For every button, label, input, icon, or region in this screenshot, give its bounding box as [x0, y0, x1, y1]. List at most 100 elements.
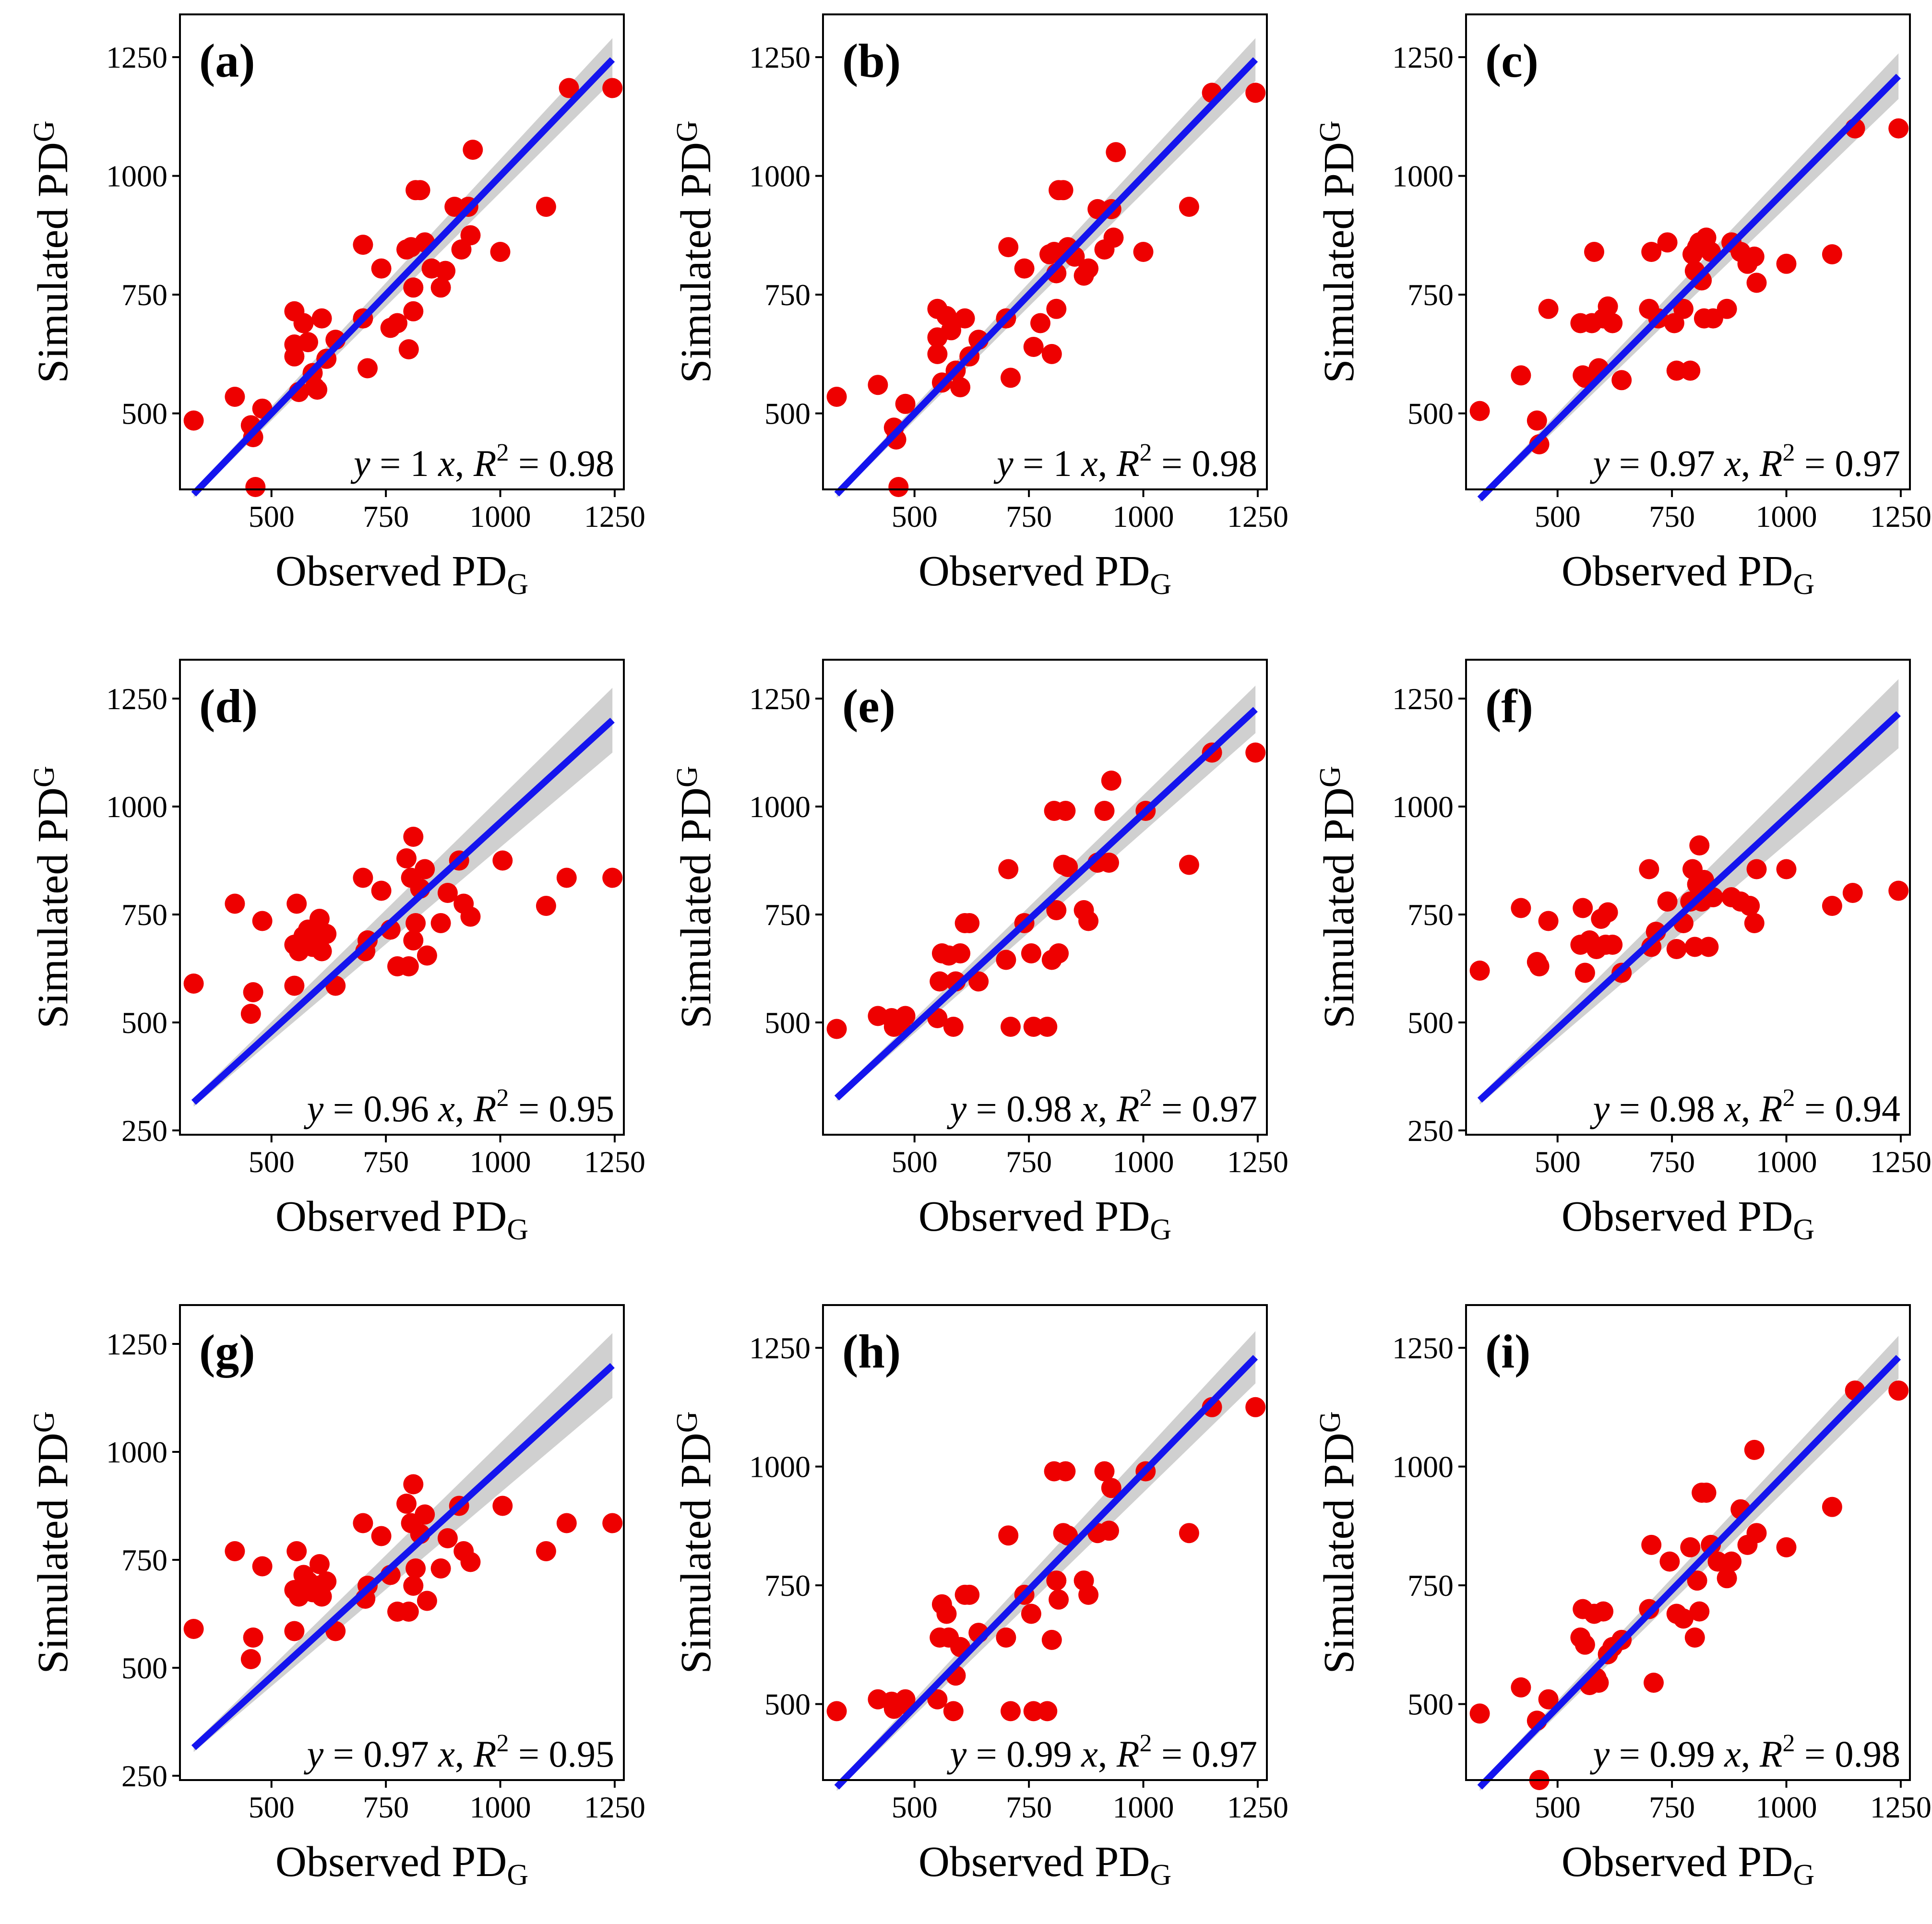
panel-b-data-point-27 — [1046, 298, 1067, 319]
panel-e-data-point-21 — [1021, 943, 1041, 963]
panel-d-data-point-34 — [437, 883, 458, 903]
panel-e-y-tick-label-750: 750 — [764, 898, 811, 932]
panel-h-data-point-30 — [1055, 1461, 1076, 1482]
panel-h-data-point-41 — [1245, 1397, 1266, 1417]
panel-e-x-tick-label-500: 500 — [892, 1145, 938, 1179]
panel-b-data-point-34 — [1078, 258, 1099, 279]
panel-a: 500 750 1000 1250 500 750 1000 1250 Observed PDG… — [28, 13, 645, 601]
panel-f-data-point-20 — [1666, 939, 1687, 959]
panel-f-x-tick-label-1000: 1000 — [1756, 1145, 1817, 1179]
panel-b-fit-line — [834, 57, 1258, 497]
panel-i-data-point-40 — [1888, 1380, 1909, 1401]
panel-f-data-point-26 — [1689, 835, 1710, 855]
panel-d-confidence-band — [193, 688, 613, 1107]
panel-a-data-point-12 — [298, 332, 318, 353]
panel-d-data-point-41 — [602, 867, 623, 888]
panel-i-data-point-20 — [1659, 1551, 1680, 1572]
panel-d-y-axis-title: Simulated PDG — [28, 766, 77, 1028]
panel-a-x-tick-label-500: 500 — [249, 499, 295, 534]
panel-g-x-tick-label-500: 500 — [249, 1790, 295, 1824]
panel-a-data-point-42 — [536, 197, 556, 217]
panel-h: 500 750 1000 1250 500 750 1000 1250 Observed PDG… — [671, 1304, 1288, 1891]
panel-h-data-point-18 — [996, 1627, 1016, 1648]
panel-h-equation-annotation: y = 0.99 x, R2 = 0.97 — [947, 1730, 1257, 1775]
panel-a-data-point-41 — [490, 242, 511, 262]
panel-g-data-point-16 — [316, 1571, 337, 1591]
panel-g-data-point-3 — [240, 1649, 261, 1669]
panel-b: 500 750 1000 1250 500 750 1000 1250 Observed PDG… — [671, 13, 1288, 601]
panel-h-data-point-36 — [1099, 1520, 1119, 1541]
panel-e-y-tick-label-500: 500 — [764, 1006, 811, 1040]
panel-f-x-tick-label-1250: 1250 — [1870, 1145, 1932, 1179]
panel-a-data-point-22 — [371, 258, 392, 279]
panel-d-y-tick-label-1250: 1250 — [106, 682, 167, 716]
panel-h-data-point-6 — [895, 1689, 916, 1710]
panel-e-data-point-6 — [895, 1006, 916, 1026]
panel-h-data-point-39 — [1179, 1523, 1199, 1544]
panel-e-y-tick-label-1250: 1250 — [749, 682, 811, 716]
panel-e-x-tick-label-1000: 1000 — [1113, 1145, 1174, 1179]
panel-e-data-point-38 — [1179, 855, 1199, 875]
panel-g-x-tick-label-750: 750 — [363, 1790, 409, 1824]
panel-c-data-point-20 — [1664, 313, 1684, 333]
panel-g-y-tick-label-1250: 1250 — [106, 1327, 167, 1361]
panel-h-data-point-40 — [1202, 1397, 1222, 1417]
panel-i-y-tick-label-1250: 1250 — [1392, 1331, 1454, 1365]
panel-c-data-point-15 — [1611, 370, 1632, 391]
panel-h-panel-label: (h) — [842, 1325, 901, 1378]
panel-e-data-point-30 — [1058, 857, 1078, 877]
panel-d-data-point-21 — [371, 880, 392, 901]
panel-b-panel-label: (b) — [842, 34, 901, 87]
panel-e-data-point-8 — [930, 971, 950, 992]
panel-a-data-point-28 — [403, 277, 424, 298]
panel-f-data-point-14 — [1602, 935, 1623, 955]
panel-d-x-axis-title: Observed PDG — [275, 1193, 528, 1246]
panel-c-panel-label: (c) — [1485, 34, 1538, 87]
panel-d-fit-line — [191, 717, 615, 1105]
panel-a-y-axis-title: Simulated PDG — [28, 120, 77, 383]
panel-g-data-point-34 — [437, 1528, 458, 1548]
panel-g-data-point-24 — [396, 1494, 417, 1514]
panel-e-data-point-16 — [968, 971, 989, 992]
panel-d-data-point-39 — [536, 896, 556, 916]
panel-f-data-point-29 — [1698, 937, 1719, 957]
panel-d-data-point-29 — [405, 913, 426, 933]
panel-g-data-point-40 — [556, 1513, 577, 1533]
panel-c-data-point-10 — [1584, 242, 1604, 262]
panel-g-fit-line — [191, 1363, 615, 1750]
panel-c-x-tick-label-1000: 1000 — [1756, 499, 1817, 534]
panel-f-data-point-13 — [1598, 902, 1618, 923]
panel-b-data-point-25 — [1041, 344, 1062, 364]
panel-i-data-point-13 — [1593, 1601, 1614, 1622]
panel-c-fit-line — [1477, 73, 1901, 501]
panel-b-data-point-15 — [954, 308, 975, 329]
panel-a-data-point-43 — [559, 78, 579, 98]
panel-a-y-tick-label-1000: 1000 — [106, 159, 167, 193]
panel-d-data-point-40 — [556, 867, 577, 888]
panel-a-data-point-39 — [460, 225, 481, 246]
panel-c-y-tick-label-1250: 1250 — [1392, 40, 1454, 74]
panel-a-data-point-24 — [387, 313, 407, 333]
panel-h-x-tick-label-500: 500 — [892, 1790, 938, 1824]
panel-a-data-point-29 — [403, 301, 424, 321]
panel-h-data-point-28 — [1049, 1589, 1069, 1610]
panel-i-x-tick-label-500: 500 — [1535, 1790, 1581, 1824]
panel-e-data-point-15 — [959, 913, 980, 933]
panel-h-y-tick-label-500: 500 — [764, 1687, 811, 1722]
panel-i-x-tick-label-1000: 1000 — [1756, 1790, 1817, 1824]
panel-a-fit-line — [191, 57, 615, 497]
panel-a-x-tick-label-750: 750 — [363, 499, 409, 534]
panel-h-data-point-35 — [1094, 1461, 1115, 1482]
panel-g-y-tick-label-250: 250 — [121, 1759, 167, 1793]
panel-c-data-point-19 — [1657, 232, 1678, 253]
panel-d-x-tick-label-500: 500 — [249, 1145, 295, 1179]
panel-b-data-point-30 — [1053, 180, 1073, 201]
panel-h-x-tick-label-1250: 1250 — [1227, 1790, 1288, 1824]
panel-e-data-point-1 — [826, 1019, 847, 1039]
panel-i-data-point-5 — [1538, 1689, 1559, 1710]
panel-i-data-point-1 — [1469, 1703, 1490, 1724]
panel-h-data-point-16 — [959, 1584, 980, 1605]
panel-e-data-point-26 — [1046, 900, 1067, 920]
panel-i-data-point-38 — [1822, 1496, 1842, 1517]
panel-e-plot-frame — [822, 659, 1268, 1136]
